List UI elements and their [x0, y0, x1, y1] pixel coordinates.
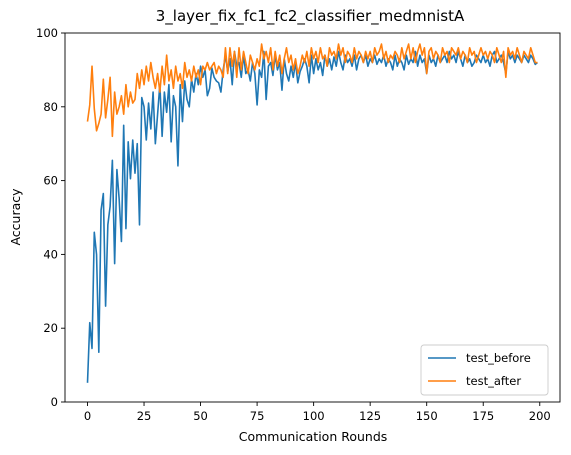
series-line-test-before: [86, 50, 539, 383]
legend-label-test-before: test_before: [466, 351, 531, 365]
x-tick-label: 150: [416, 409, 438, 423]
y-tick-label: 60: [43, 174, 58, 188]
x-axis-ticks: 0 25 50 75 100 125 150 175 200: [84, 402, 551, 423]
x-tick-label: 200: [529, 409, 551, 423]
plot-frame: [64, 32, 561, 403]
y-tick-label: 80: [43, 100, 58, 114]
y-tick-label: 0: [51, 395, 58, 409]
x-tick-label: 50: [193, 409, 208, 423]
x-tick-label: 100: [303, 409, 325, 423]
series-layer: [86, 43, 539, 383]
x-tick-label: 0: [84, 409, 91, 423]
x-tick-label: 175: [472, 409, 494, 423]
chart-title: 3_layer_fix_fc1_fc2_classifier_medmnistA: [156, 7, 465, 26]
series-line-test-after: [86, 43, 538, 138]
y-axis-label: Accuracy: [8, 188, 23, 246]
legend: test_before test_after: [420, 344, 549, 396]
legend-label-test-after: test_after: [466, 374, 521, 388]
y-tick-label: 20: [43, 321, 58, 335]
x-tick-label: 25: [137, 409, 152, 423]
x-axis-label: Communication Rounds: [239, 429, 388, 444]
y-tick-label: 40: [43, 247, 58, 261]
x-tick-label: 125: [359, 409, 381, 423]
x-tick-label: 75: [250, 409, 265, 423]
plot-area: [64, 32, 561, 403]
y-tick-label: 100: [36, 26, 58, 40]
y-axis-ticks: 0 20 40 60 80 100: [36, 26, 65, 409]
